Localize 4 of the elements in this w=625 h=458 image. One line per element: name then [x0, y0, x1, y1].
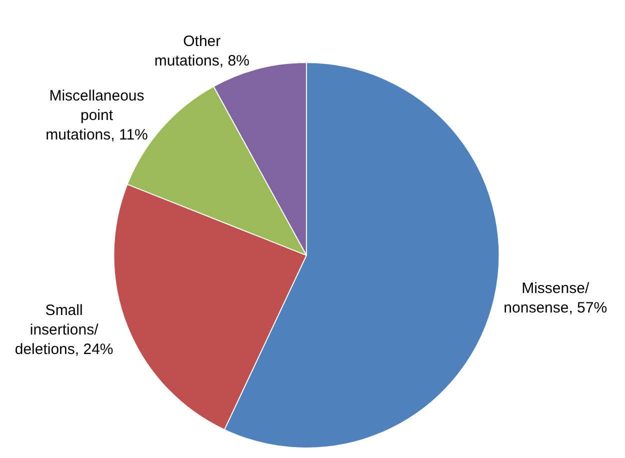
- slice-label: Miscellaneous point mutations, 11%: [46, 88, 148, 144]
- slice-label: Other mutations, 8%: [154, 33, 250, 70]
- slice-label: Missense/nonsense, 57%: [504, 280, 608, 316]
- slice-label: Small insertions/deletions, 24%: [14, 302, 114, 358]
